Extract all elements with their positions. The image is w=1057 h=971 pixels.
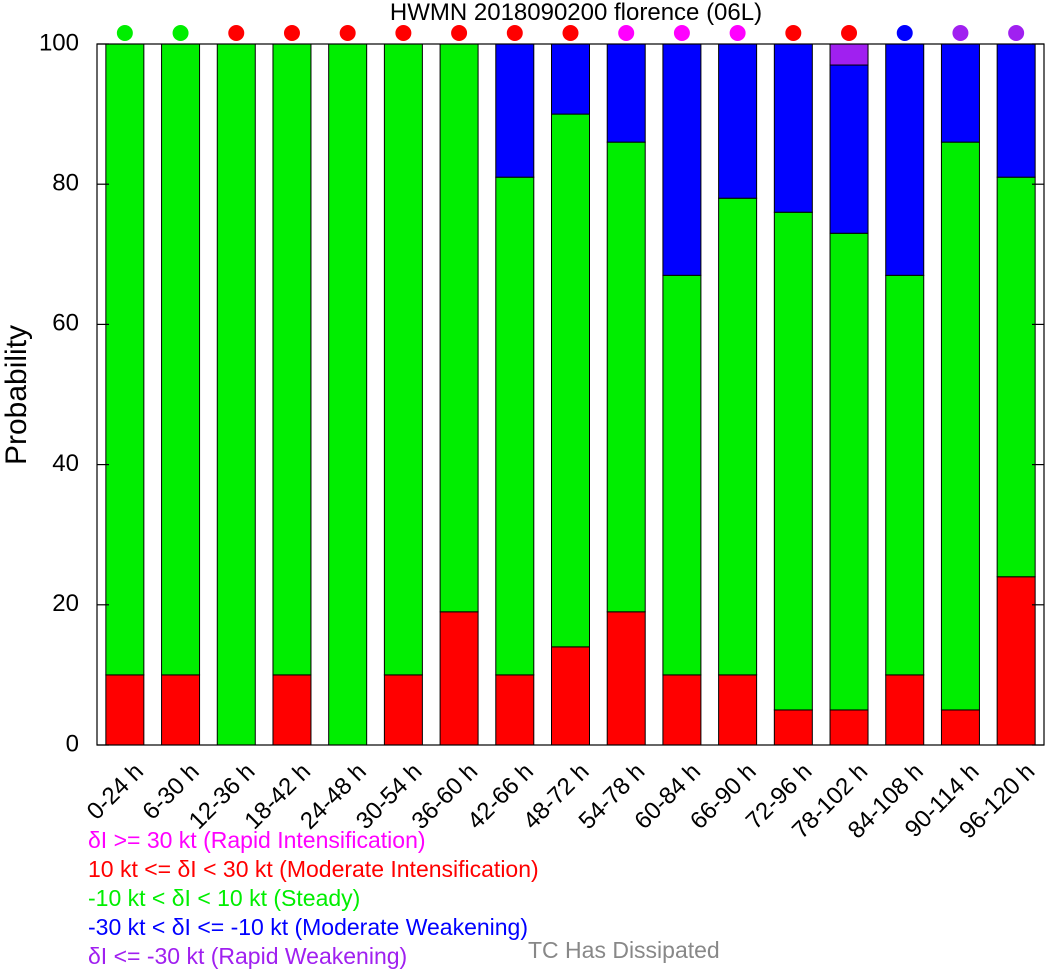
legend: δI >= 30 kt (Rapid Intensification) 10 k… — [88, 826, 539, 971]
indicator-dot — [395, 25, 412, 41]
y-tick-label: 40 — [52, 450, 79, 477]
bar-segment — [773, 709, 813, 746]
indicator-dots-layer — [116, 25, 1025, 41]
indicator-dot — [562, 25, 579, 41]
indicator-dot — [841, 25, 858, 41]
bar-segment — [996, 576, 1036, 746]
bar-segment — [773, 43, 813, 213]
x-tick-label: 0-24 h — [82, 758, 149, 825]
bar-segment — [662, 674, 702, 746]
bar-segment — [551, 113, 590, 648]
bar-segment — [272, 43, 312, 676]
bars-layer — [105, 43, 1036, 746]
y-tick-labels: 0 20 40 60 80 100 — [39, 29, 79, 757]
y-tick-label: 60 — [52, 310, 79, 337]
bar-segment — [940, 709, 980, 746]
legend-item-rapid-weakening: δI <= -30 kt (Rapid Weakening) — [88, 943, 408, 969]
bar-segment — [773, 211, 813, 711]
y-axis-label: Probability — [0, 325, 33, 465]
indicator-dot — [618, 25, 635, 41]
bar-segment — [606, 141, 646, 613]
bar-segment — [551, 43, 590, 115]
bar-segment — [606, 43, 646, 143]
bar-segment — [439, 611, 479, 746]
bar-segment — [383, 674, 423, 746]
bar-segment — [718, 197, 758, 676]
indicator-dot — [228, 25, 245, 41]
indicator-dot — [116, 25, 133, 41]
bar-segment — [105, 43, 145, 676]
bar-segment — [161, 674, 201, 746]
bar-segment — [272, 674, 312, 746]
bar-segment — [105, 674, 145, 746]
bar-segment — [940, 141, 980, 711]
indicator-dot — [283, 25, 300, 41]
y-tick-label: 20 — [52, 590, 79, 617]
bar-segment — [495, 43, 535, 178]
bar-segment — [829, 232, 869, 711]
bar-segment — [829, 43, 869, 66]
legend-item-steady: -10 kt < δI < 10 kt (Steady) — [88, 885, 361, 911]
bar-segment — [606, 611, 646, 746]
indicator-dot — [673, 25, 690, 41]
bar-segment — [383, 43, 423, 676]
bar-segment — [885, 674, 925, 746]
bar-segment — [885, 43, 925, 276]
bar-segment — [551, 646, 590, 746]
bar-segment — [829, 709, 869, 746]
plot-frame — [96, 43, 1045, 746]
bar-segment — [996, 43, 1036, 178]
indicator-dot — [172, 25, 189, 41]
bar-segment — [718, 674, 758, 746]
indicator-dot — [785, 25, 802, 41]
legend-item-rapid-intensification: δI >= 30 kt (Rapid Intensification) — [88, 827, 426, 853]
bar-segment — [940, 43, 980, 143]
bar-segment — [161, 43, 201, 676]
indicator-dot — [451, 25, 468, 41]
bar-segment — [718, 43, 758, 199]
legend-item-moderate-intensification: 10 kt <= δI < 30 kt (Moderate Intensific… — [88, 856, 539, 882]
bar-segment — [996, 176, 1036, 578]
bar-segment — [662, 274, 702, 676]
bar-segment — [328, 43, 368, 746]
indicator-dot — [339, 25, 356, 41]
bar-segment — [829, 64, 869, 234]
bar-segment — [216, 43, 256, 746]
indicator-dot — [896, 25, 913, 41]
indicator-dot — [506, 25, 523, 41]
axes-layer — [96, 43, 1045, 746]
y-tick-label: 80 — [52, 170, 79, 197]
bar-segment — [885, 274, 925, 676]
legend-item-dissipated: TC Has Dissipated — [528, 937, 720, 963]
indicator-dot — [952, 25, 969, 41]
bar-segment — [495, 674, 535, 746]
bar-segment — [662, 43, 702, 276]
chart-title: HWMN 2018090200 florence (06L) — [390, 0, 762, 26]
y-tick-label: 100 — [39, 29, 79, 56]
indicator-dot — [1008, 25, 1025, 41]
legend-item-moderate-weakening: -30 kt < δI <= -10 kt (Moderate Weakenin… — [88, 914, 529, 940]
indicator-dot — [729, 25, 746, 41]
bar-segment — [495, 176, 535, 676]
y-tick-label: 0 — [66, 730, 79, 757]
bar-segment — [439, 43, 479, 613]
